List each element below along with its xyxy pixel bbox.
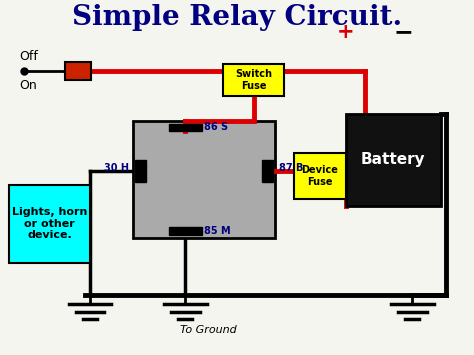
- Bar: [169, 227, 202, 235]
- Text: 86 S: 86 S: [204, 122, 228, 132]
- Text: 30 H: 30 H: [104, 163, 129, 173]
- Text: Off: Off: [19, 50, 38, 63]
- Text: 87 B: 87 B: [279, 163, 303, 173]
- Text: On: On: [19, 79, 36, 92]
- Text: Device
Fuse: Device Fuse: [301, 165, 338, 186]
- Bar: [223, 64, 284, 96]
- Text: 85 M: 85 M: [204, 226, 231, 236]
- Bar: [169, 124, 202, 131]
- Bar: [65, 62, 91, 80]
- Text: Lights, horn
or other
device.: Lights, horn or other device.: [12, 207, 88, 240]
- Bar: [135, 160, 146, 182]
- Text: To Ground: To Ground: [180, 325, 237, 335]
- Bar: [262, 160, 273, 182]
- Text: +: +: [337, 22, 355, 42]
- Text: Switch
Fuse: Switch Fuse: [235, 69, 272, 91]
- Bar: [346, 114, 441, 206]
- Text: Simple Relay Circuit.: Simple Relay Circuit.: [72, 4, 402, 31]
- Bar: [294, 153, 346, 199]
- Bar: [133, 121, 275, 238]
- Text: Battery: Battery: [361, 152, 426, 167]
- Bar: [9, 185, 90, 263]
- Text: −: −: [393, 20, 413, 44]
